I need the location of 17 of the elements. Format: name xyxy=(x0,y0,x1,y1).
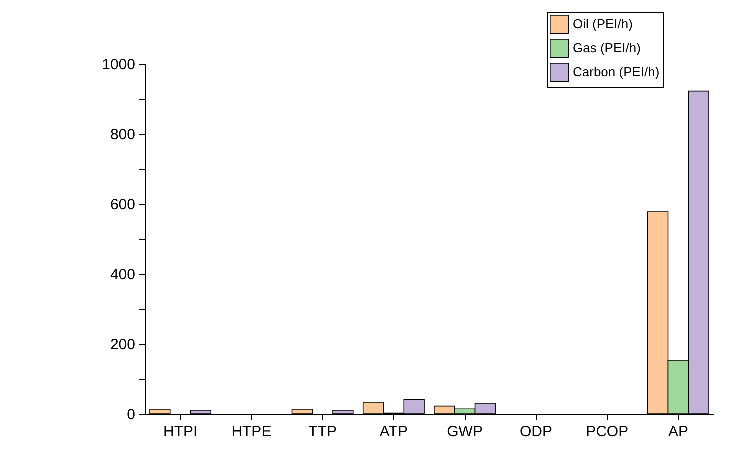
x-tick-label: GWP xyxy=(447,424,483,440)
x-tick-label: HTPE xyxy=(232,424,272,440)
x-tick-label: ODP xyxy=(520,424,552,440)
y-tick-label: 0 xyxy=(127,406,136,424)
x-tick-label: PCOP xyxy=(586,424,629,440)
x-tick-label: TTP xyxy=(308,424,337,440)
legend-label: Carbon (PEI/h) xyxy=(573,64,660,80)
legend-label: Gas (PEI/h) xyxy=(573,40,641,56)
y-tick-label: 800 xyxy=(110,126,136,144)
y-tick-label: 200 xyxy=(110,336,136,354)
x-tick-label: AP xyxy=(668,424,688,440)
y-tick-label: 600 xyxy=(110,196,136,214)
legend-label: Oil (PEI/h) xyxy=(573,16,633,32)
x-tick-label: ATP xyxy=(380,424,408,440)
y-tick-label: 400 xyxy=(110,266,136,284)
x-tick-label: HTPI xyxy=(163,424,198,440)
y-tick-label: 1000 xyxy=(102,56,136,74)
